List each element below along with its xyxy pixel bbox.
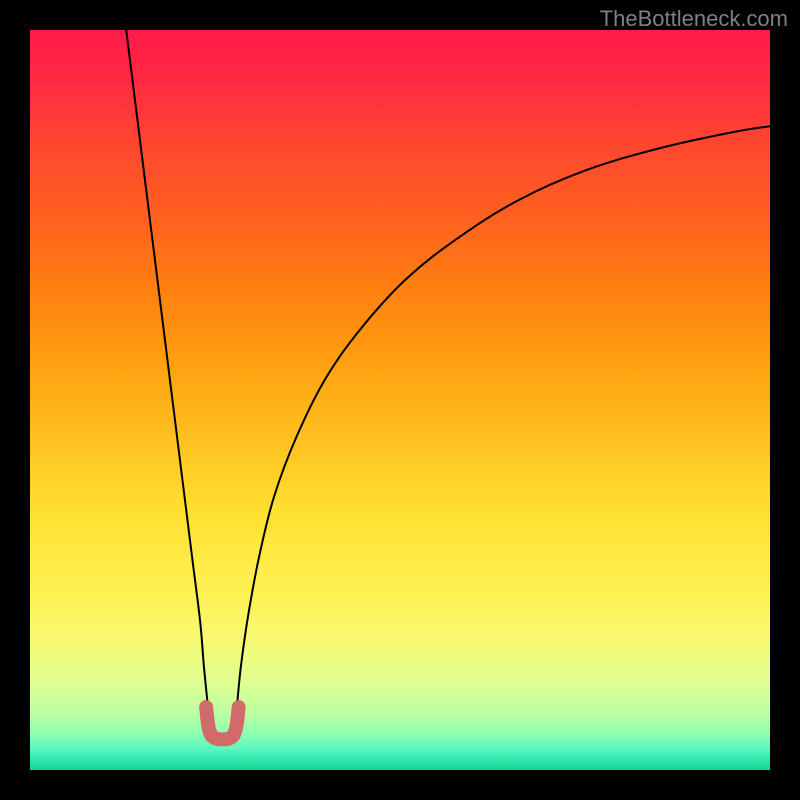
bottleneck-curve-right [235,126,770,725]
bottleneck-curve-left [126,30,210,726]
curve-layer [30,30,770,770]
plot-area [30,30,770,770]
watermark-text: TheBottleneck.com [600,6,788,32]
highlight-u-marker [206,707,239,739]
